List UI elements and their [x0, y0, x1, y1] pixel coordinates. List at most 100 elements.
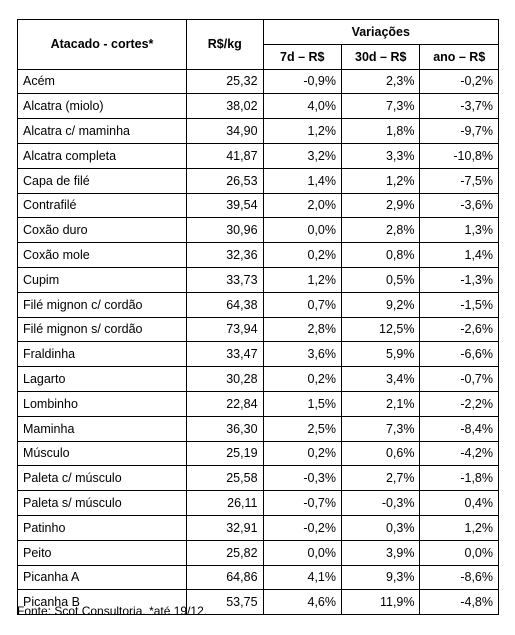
table-row: Fraldinha 33,47 3,6% 5,9% -6,6% — [16, 341, 499, 368]
var-year-cell: -0,2% — [419, 68, 499, 95]
table-row: Filé mignon c/ cordão 64,38 0,7% 9,2% -1,5% — [16, 291, 499, 318]
var-30d-cell: 9,3% — [340, 564, 421, 591]
table-row: Peito 25,82 0,0% 3,9% 0,0% — [16, 539, 499, 566]
cut-name-cell: Coxão duro — [16, 217, 188, 244]
var-30d-cell: 2,1% — [340, 390, 421, 417]
price-cell: 30,28 — [186, 366, 264, 392]
var-30d-cell: 0,3% — [340, 514, 421, 541]
cut-name-cell: Paleta s/ músculo — [16, 490, 188, 516]
header-var-year: ano – R$ — [419, 43, 499, 70]
var-7d-cell: 0,7% — [262, 291, 343, 318]
var-year-cell: 1,4% — [419, 242, 499, 268]
var-year-cell: 0,0% — [419, 539, 499, 566]
var-7d-cell: -0,3% — [262, 465, 343, 492]
var-7d-cell: 3,2% — [262, 142, 343, 169]
price-cell: 34,90 — [186, 118, 264, 144]
cut-name-cell: Patinho — [16, 514, 188, 541]
table-row: Músculo 25,19 0,2% 0,6% -4,2% — [16, 440, 499, 467]
var-year-cell: -7,5% — [419, 167, 499, 194]
price-cell: 30,96 — [186, 217, 264, 244]
var-7d-cell: 0,2% — [262, 242, 343, 268]
var-30d-cell: 0,5% — [340, 266, 421, 293]
var-7d-cell: 1,5% — [262, 390, 343, 417]
var-30d-cell: 0,8% — [340, 242, 421, 268]
var-year-cell: -4,8% — [419, 589, 499, 616]
cut-name-cell: Lombinho — [16, 390, 188, 417]
var-30d-cell: 1,8% — [340, 118, 421, 144]
var-30d-cell: 7,3% — [340, 415, 421, 442]
table-row: Coxão mole 32,36 0,2% 0,8% 1,4% — [16, 242, 499, 268]
header-var-7d: 7d – R$ — [262, 43, 343, 70]
var-7d-cell: 2,8% — [262, 316, 343, 343]
var-year-cell: -1,5% — [419, 291, 499, 318]
price-cell: 32,36 — [186, 242, 264, 268]
footnote: Fonte: Scot Consultoria. *até 19/12. — [17, 604, 208, 618]
cut-name-cell: Maminha — [16, 415, 188, 442]
header-variations: Variações — [262, 19, 500, 45]
cut-name-cell: Acém — [16, 68, 188, 95]
cut-name-cell: Picanha B — [16, 589, 188, 616]
cut-name-cell: Fraldinha — [16, 341, 188, 368]
table-row: Contrafilé 39,54 2,0% 2,9% -3,6% — [16, 192, 499, 219]
var-year-cell: 1,3% — [419, 217, 499, 244]
var-7d-cell: 0,2% — [262, 440, 343, 467]
var-7d-cell: 1,2% — [262, 266, 343, 293]
table-row: Acém 25,32 -0,9% 2,3% -0,2% — [16, 68, 499, 95]
var-year-cell: -2,6% — [419, 316, 499, 343]
table-row: Picanha B 53,75 4,6% 11,9% -4,8% — [16, 589, 499, 616]
cut-name-cell: Capa de filé — [16, 167, 188, 194]
var-7d-cell: 4,1% — [262, 564, 343, 591]
price-cell: 33,47 — [186, 341, 264, 368]
var-7d-cell: 3,6% — [262, 341, 343, 368]
var-year-cell: -3,6% — [419, 192, 499, 219]
var-year-cell: -10,8% — [419, 142, 499, 169]
var-30d-cell: 3,3% — [340, 142, 421, 169]
var-30d-cell: 3,4% — [340, 366, 421, 392]
price-cell: 64,86 — [186, 564, 264, 591]
var-7d-cell: 2,0% — [262, 192, 343, 219]
var-30d-cell: 12,5% — [340, 316, 421, 343]
var-year-cell: -4,2% — [419, 440, 499, 467]
price-cell: 25,58 — [186, 465, 264, 492]
cut-name-cell: Peito — [16, 539, 188, 566]
var-30d-cell: 11,9% — [340, 589, 421, 616]
price-cell: 64,38 — [186, 291, 264, 318]
table-row: Alcatra c/ maminha 34,90 1,2% 1,8% -9,7% — [16, 118, 499, 144]
cut-name-cell: Alcatra c/ maminha — [16, 118, 188, 144]
var-7d-cell: 4,0% — [262, 93, 343, 120]
table-row: Filé mignon s/ cordão 73,94 2,8% 12,5% -2,6% — [16, 316, 499, 343]
header-var-30d: 30d – R$ — [340, 43, 421, 70]
var-7d-cell: 1,4% — [262, 167, 343, 194]
var-year-cell: -8,4% — [419, 415, 499, 442]
cut-name-cell: Filé mignon s/ cordão — [16, 316, 188, 343]
cut-name-cell: Lagarto — [16, 366, 188, 392]
var-30d-cell: 0,6% — [340, 440, 421, 467]
var-7d-cell: 1,2% — [262, 118, 343, 144]
price-cell: 22,84 — [186, 390, 264, 417]
var-30d-cell: 2,7% — [340, 465, 421, 492]
header-price: R$/kg — [186, 19, 264, 70]
var-year-cell: -8,6% — [419, 564, 499, 591]
table-row: Alcatra (miolo) 38,02 4,0% 7,3% -3,7% — [16, 93, 499, 120]
var-year-cell: -6,6% — [419, 341, 499, 368]
cut-name-cell: Coxão mole — [16, 242, 188, 268]
table-row: Lagarto 30,28 0,2% 3,4% -0,7% — [16, 366, 499, 392]
var-year-cell: 0,4% — [419, 490, 499, 516]
table-row: Maminha 36,30 2,5% 7,3% -8,4% — [16, 415, 499, 442]
table-body: Acém 25,32 -0,9% 2,3% -0,2% Alcatra (miolo) 38… — [16, 68, 499, 616]
price-cell: 25,32 — [186, 68, 264, 95]
var-7d-cell: 4,6% — [262, 589, 343, 616]
var-30d-cell: -0,3% — [340, 490, 421, 516]
table-row: Capa de filé 26,53 1,4% 1,2% -7,5% — [16, 167, 499, 194]
var-30d-cell: 2,9% — [340, 192, 421, 219]
cut-name-cell: Músculo — [16, 440, 188, 467]
table-row: Cupim 33,73 1,2% 0,5% -1,3% — [16, 266, 499, 293]
var-7d-cell: -0,7% — [262, 490, 343, 516]
var-year-cell: -3,7% — [419, 93, 499, 120]
var-7d-cell: 0,0% — [262, 217, 343, 244]
cut-name-cell: Contrafilé — [16, 192, 188, 219]
table-row: Lombinho 22,84 1,5% 2,1% -2,2% — [16, 390, 499, 417]
var-30d-cell: 1,2% — [340, 167, 421, 194]
var-30d-cell: 5,9% — [340, 341, 421, 368]
table-row: Paleta s/ músculo 26,11 -0,7% -0,3% 0,4% — [16, 490, 499, 516]
